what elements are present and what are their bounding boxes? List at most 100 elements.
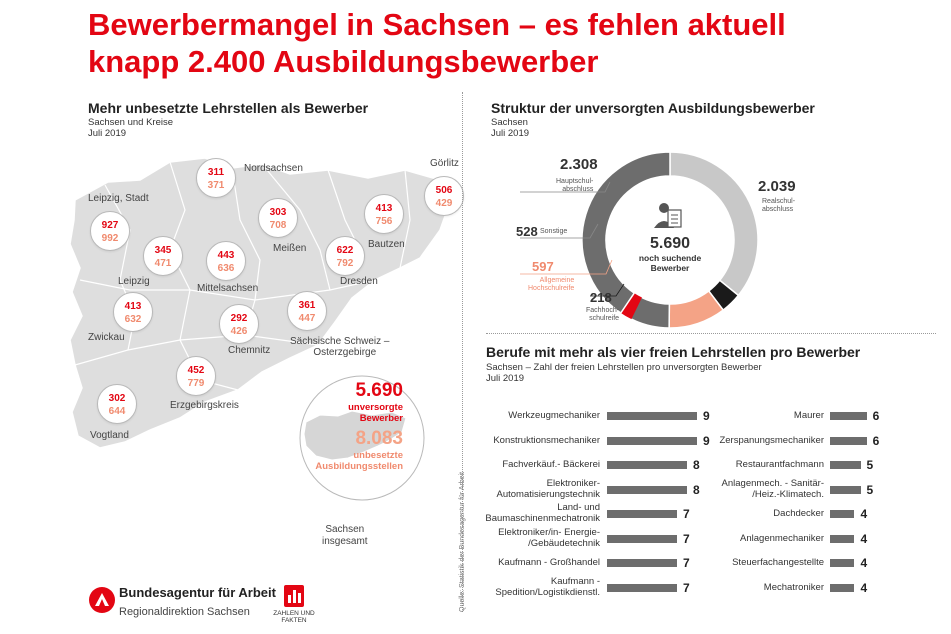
- bubble-value-stellen: 779: [187, 378, 205, 389]
- bubble-value-bewerber: 413: [375, 203, 393, 214]
- bar-label-left-7: Kaufmann - Spedition/Logistikdienstl.: [440, 576, 600, 598]
- bar-left-2: [607, 461, 687, 469]
- bar-left-0: [607, 412, 697, 420]
- headline-line-1: Bewerbermangel in Sachsen – es fehlen ak…: [88, 7, 786, 42]
- leader-hochschulreife: [520, 259, 613, 275]
- label-erzgebirgskreis: Erzgebirgskreis: [170, 400, 239, 411]
- bar-label-right-5: Anlagenmechaniker: [664, 533, 824, 544]
- bar-label-line-1: Anlagenmech. - Sanitär-: [721, 477, 824, 489]
- bar-right-0: [830, 412, 867, 420]
- bar-label-left-5: Elektroniker/in- Energie-/Gebäudetechnik: [440, 527, 600, 549]
- bubble-saechsische-schweiz: 361 447: [287, 291, 327, 331]
- donut-label-realschul-2: abschluss: [762, 206, 794, 213]
- donut-center-label-2: Bewerber: [651, 263, 690, 273]
- logo-sub: Regionaldirektion Sachsen: [119, 606, 250, 618]
- zahlen-fakten-icon: [284, 585, 304, 607]
- label-mittelsachsen: Mittelsachsen: [197, 283, 259, 294]
- donut-center-value: 5.690: [650, 235, 690, 252]
- bubble-dresden: 622 792: [325, 236, 365, 276]
- donut-value-realschul: 2.039: [758, 178, 796, 195]
- bars-subtitle-2: Juli 2019: [486, 373, 525, 384]
- bar-value-left-7: 7: [683, 580, 690, 595]
- bundesagentur-logo-icon: [89, 587, 115, 613]
- label-goerlitz: Görlitz: [430, 158, 459, 169]
- bar-label-line-1: Dachdecker: [773, 508, 824, 519]
- bar-value-left-3: 8: [693, 482, 700, 497]
- label-leipzig: Leipzig: [118, 276, 150, 287]
- bar-value-left-1: 9: [703, 433, 710, 448]
- bubble-value-bewerber: 361: [298, 300, 316, 311]
- bubble-value-stellen: 636: [217, 263, 235, 274]
- donut-value-hochschulreife: 597: [532, 259, 554, 274]
- bar-value-right-3: 5: [866, 482, 874, 497]
- bar-label-line-1: Steuerfachangestellte: [732, 557, 824, 568]
- sachsen-insgesamt-label-2: insgesamt: [322, 536, 368, 547]
- bubble-value-bewerber: 413: [124, 301, 142, 312]
- bar-label-left-1: Konstruktionsmechaniker: [440, 435, 600, 446]
- zahlen-fakten-line-2: FAKTEN: [281, 617, 307, 624]
- bubble-value-stellen: 447: [298, 313, 316, 324]
- headline-line-2: knapp 2.400 Ausbildungsbewerber: [88, 44, 599, 79]
- donut-label-fachhochschulreife-1: Fachhoch-: [586, 307, 620, 314]
- bubble-value-stellen: 471: [154, 258, 172, 269]
- map-subtitle-2: Juli 2019: [88, 128, 127, 139]
- bar-label-left-2: Fachverkäuf.- Bäckerei: [440, 459, 600, 470]
- bar-label-line-1: Restaurantfachmann: [735, 459, 824, 470]
- donut-label-hauptschul-1: Hauptschul-: [556, 178, 594, 185]
- bar-left-3: [607, 485, 687, 494]
- bar-label-right-3: Anlagenmech. - Sanitär-/Heiz.-Klimatech.: [664, 478, 824, 500]
- donut-center-label-1: noch suchende: [639, 253, 702, 263]
- bar-left-7: [607, 583, 677, 592]
- bar-value-right-0: 6: [872, 409, 880, 423]
- total-bewerber-label-2: Bewerber: [359, 413, 403, 424]
- bar-label-line-1: Zerspanungsmechaniker: [719, 434, 824, 446]
- bar-label-line-1: Elektroniker/in- Energie-: [498, 526, 600, 538]
- bubble-value-stellen: 992: [101, 233, 119, 244]
- donut-label-realschul-1: Realschul-: [762, 198, 796, 205]
- bar-label-line-1: Mechatroniker: [763, 581, 824, 593]
- bar-label-right-0: Maurer: [664, 410, 824, 421]
- bar-label-left-0: Werkzeugmechaniker: [440, 410, 600, 421]
- bar-value-right-6: 4: [860, 556, 868, 570]
- donut-value-hauptschul: 2.308: [560, 156, 598, 173]
- total-stellen-value: 8.083: [355, 428, 403, 449]
- donut-label-fachhochschulreife-2: schulreife: [589, 315, 620, 322]
- logo-name: Bundesagentur für Arbeit: [119, 585, 276, 600]
- donut-label-realschul: Realschul- abschluss: [762, 198, 795, 214]
- bars-subtitle-1: Sachsen – Zahl der freien Lehrstellen pr…: [486, 362, 762, 373]
- donut-value-fachhochschulreife: 218: [590, 290, 612, 305]
- bubble-value-bewerber: 302: [108, 393, 126, 404]
- bar-label-right-6: Steuerfachangestellte: [664, 557, 824, 568]
- total-bewerber-label: unversorgte Bewerber: [348, 402, 403, 424]
- bubble-value-bewerber: 292: [230, 313, 248, 324]
- total-bewerber-label-1: unversorgte: [348, 402, 403, 413]
- headline: Bewerbermangel in Sachsen – es fehlen ak…: [88, 6, 938, 80]
- bubble-value-stellen: 792: [336, 258, 354, 269]
- bubble-value-stellen: 644: [108, 406, 126, 417]
- bubble-value-bewerber: 506: [435, 185, 453, 196]
- donut-leader-lines: [520, 181, 625, 297]
- bar-value-left-0: 9: [703, 409, 710, 423]
- document-person-icon: [654, 203, 682, 228]
- bubble-nordsachsen: 311 371: [196, 158, 236, 198]
- sachsen-insgesamt-label: Sachsen insgesamt: [322, 524, 368, 548]
- bar-value-right-2: 5: [866, 458, 874, 472]
- bubble-chemnitz: 292 426: [219, 304, 259, 344]
- donut-subtitle-1: Sachsen: [491, 117, 528, 128]
- bubble-meissen: 303 708: [258, 198, 298, 238]
- bubble-goerlitz: 506 429: [424, 176, 464, 216]
- bar-left-6: [607, 559, 677, 567]
- bar-label-right-2: Restaurantfachmann: [664, 459, 824, 470]
- bar-label-line-1: Fachverkäuf.- Bäckerei: [502, 459, 600, 470]
- bar-right-6: [830, 559, 855, 567]
- bar-value-right-4: 4: [860, 507, 868, 521]
- total-stellen-label-2: Ausbildungsstellen: [315, 461, 403, 472]
- bubble-bautzen: 413 756: [364, 194, 404, 234]
- leader-hauptschul: [520, 181, 611, 193]
- bar-label-line-1: Konstruktionsmechaniker: [493, 434, 600, 446]
- bubble-value-bewerber: 622: [336, 245, 354, 256]
- zahlen-fakten-label: ZAHLEN UND FAKTEN: [262, 610, 326, 624]
- donut-label-hauptschul: Hauptschul- abschluss: [556, 178, 593, 194]
- donut-label-fachhochschulreife: Fachhoch- schulreife: [586, 307, 619, 323]
- total-bewerber-value: 5.690: [355, 380, 403, 401]
